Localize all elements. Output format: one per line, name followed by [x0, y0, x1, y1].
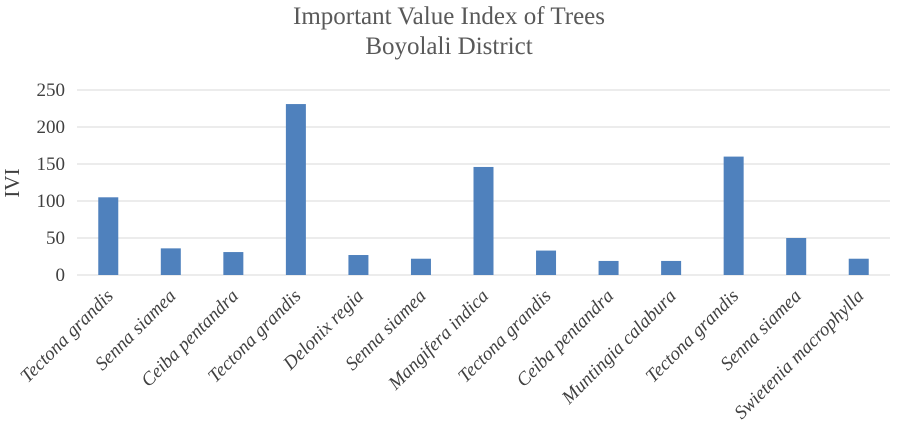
y-axis-ticks: 0 50 100 150 200 250 — [37, 80, 66, 286]
bar — [536, 250, 557, 275]
bar — [786, 238, 807, 275]
y-axis-label: IVI — [0, 168, 24, 197]
bar — [223, 252, 244, 275]
bar — [410, 258, 431, 275]
x-tick-label: Muntingia calabura — [557, 286, 680, 409]
y-tick-label: 200 — [37, 117, 66, 138]
y-tick-label: 50 — [46, 228, 65, 249]
bars — [98, 104, 869, 275]
bar — [661, 260, 682, 275]
bar — [598, 260, 619, 275]
bar — [160, 248, 181, 275]
bar — [348, 255, 369, 275]
chart-title-line-1: Important Value Index of Trees — [293, 3, 605, 30]
bar — [98, 197, 119, 275]
bar — [473, 166, 494, 275]
y-tick-label: 100 — [37, 191, 66, 212]
bar — [848, 258, 869, 275]
bar — [285, 104, 306, 275]
bar — [723, 156, 744, 275]
y-tick-label: 250 — [37, 80, 66, 101]
y-tick-label: 150 — [37, 154, 66, 175]
y-tick-label: 0 — [56, 265, 66, 286]
chart-title-line-2: Boyolali District — [365, 33, 532, 60]
